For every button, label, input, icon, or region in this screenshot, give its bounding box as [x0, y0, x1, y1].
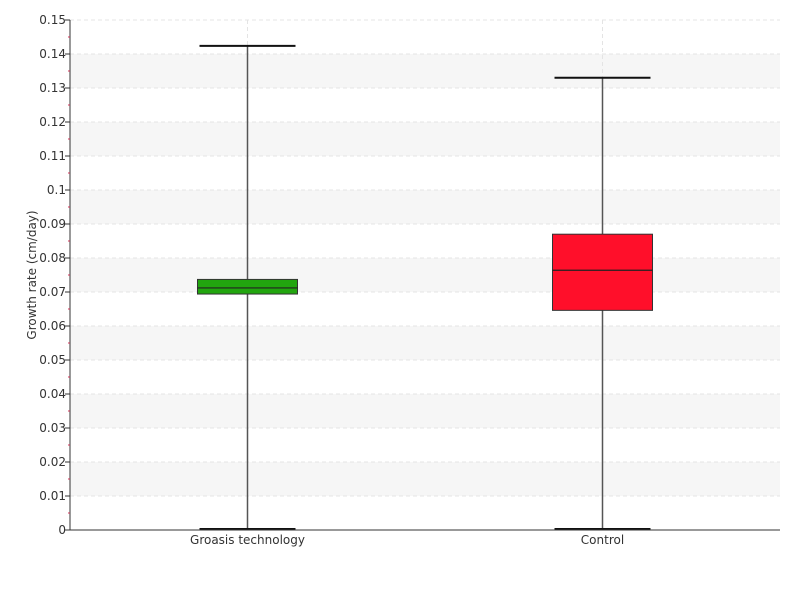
- grid-band: [70, 258, 780, 292]
- y-tick-label: 0.11: [39, 149, 66, 163]
- y-tick-label: 0.04: [39, 387, 66, 401]
- y-tick-label: 0.06: [39, 319, 66, 333]
- box-plot-group: [552, 76, 653, 530]
- box-series: [197, 44, 653, 530]
- y-tick-label: 0.12: [39, 115, 66, 129]
- y-tick-label: 0.09: [39, 217, 66, 231]
- y-tick-label: 0.03: [39, 421, 66, 435]
- grid-band: [70, 462, 780, 496]
- y-axis-title: Growth rate (cm/day): [25, 210, 39, 339]
- grid-band: [70, 190, 780, 224]
- grid-band: [70, 54, 780, 88]
- y-tick-label: 0.02: [39, 455, 66, 469]
- x-category-label: Groasis technology: [190, 533, 305, 547]
- x-axis-labels: Groasis technology Control: [190, 533, 624, 547]
- y-tick-label: 0.1: [47, 183, 66, 197]
- y-tick-label: 0.05: [39, 353, 66, 367]
- box-plot-group: [197, 44, 298, 530]
- y-tick-label: 0.07: [39, 285, 66, 299]
- y-tick-label: 0.13: [39, 81, 66, 95]
- grid-band: [70, 394, 780, 428]
- y-axis-ticks: 0 0.01 0.02 0.03 0.04 0.05 0.06 0.07 0.08 0.09 0.1…: [39, 13, 70, 537]
- x-category-label: Control: [581, 533, 624, 547]
- y-tick-label: 0: [58, 523, 66, 537]
- box-iqr: [552, 233, 653, 311]
- grid-band: [70, 326, 780, 360]
- grid-bands: [70, 54, 780, 496]
- y-tick-label: 0.14: [39, 47, 66, 61]
- y-tick-label: 0.01: [39, 489, 66, 503]
- grid-band: [70, 122, 780, 156]
- y-tick-label: 0.08: [39, 251, 66, 265]
- box-iqr: [197, 278, 298, 295]
- y-tick-label: 0.15: [39, 13, 66, 27]
